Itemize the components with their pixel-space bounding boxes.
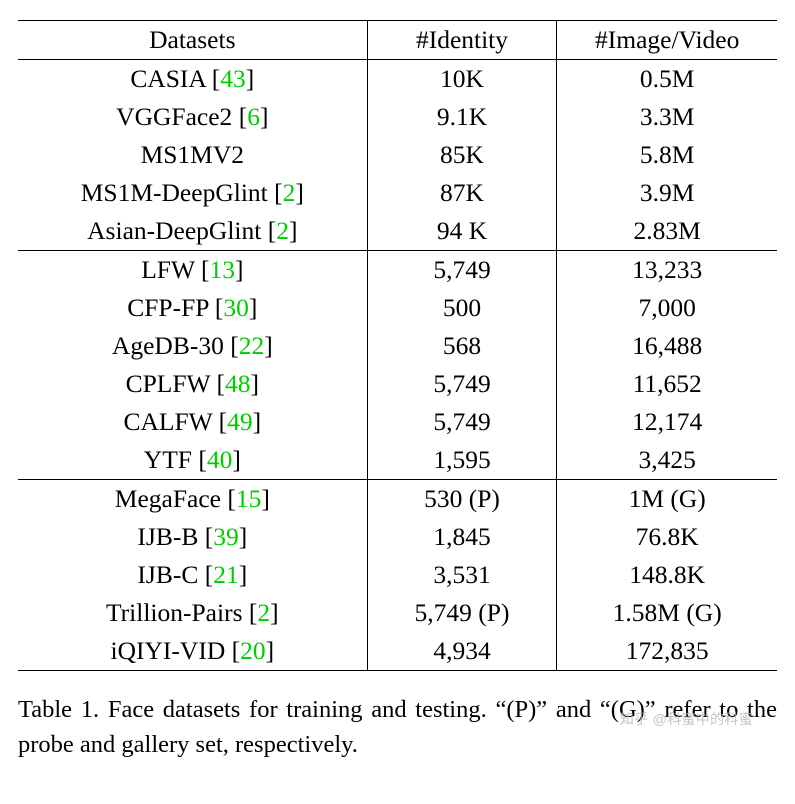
image-video-cell: 3.9M	[557, 174, 777, 212]
image-video-cell: 148.8K	[557, 556, 777, 594]
col-header-datasets: Datasets	[18, 21, 367, 60]
image-video-cell: 11,652	[557, 365, 777, 403]
col-header-image-video: #Image/Video	[557, 21, 777, 60]
image-video-cell: 16,488	[557, 327, 777, 365]
image-video-cell: 0.5M	[557, 60, 777, 99]
dataset-name-cell: MegaFace [15]	[18, 480, 367, 519]
citation-ref: 20	[240, 636, 266, 665]
image-video-cell: 5.8M	[557, 136, 777, 174]
citation-ref: 30	[223, 293, 249, 322]
image-video-cell: 172,835	[557, 632, 777, 671]
dataset-name-cell: Asian-DeepGlint [2]	[18, 212, 367, 251]
dataset-name-cell: iQIYI-VID [20]	[18, 632, 367, 671]
table-header-row: Datasets#Identity#Image/Video	[18, 21, 777, 60]
dataset-name-cell: LFW [13]	[18, 251, 367, 290]
image-video-cell: 3,425	[557, 441, 777, 480]
identity-cell: 568	[367, 327, 557, 365]
identity-cell: 87K	[367, 174, 557, 212]
watermark-text: 知乎 @科蜜中的科蜜	[620, 709, 753, 729]
col-header-identity: #Identity	[367, 21, 557, 60]
identity-cell: 5,749 (P)	[367, 594, 557, 632]
table-row: Asian-DeepGlint [2]94 K2.83M	[18, 212, 777, 251]
citation-ref: 6	[247, 102, 260, 131]
identity-cell: 85K	[367, 136, 557, 174]
image-video-cell: 13,233	[557, 251, 777, 290]
identity-cell: 5,749	[367, 365, 557, 403]
citation-ref: 48	[225, 369, 251, 398]
identity-cell: 5,749	[367, 403, 557, 441]
dataset-name-cell: CASIA [43]	[18, 60, 367, 99]
dataset-name-cell: YTF [40]	[18, 441, 367, 480]
table-row: AgeDB-30 [22]56816,488	[18, 327, 777, 365]
table-row: CALFW [49]5,74912,174	[18, 403, 777, 441]
datasets-table: Datasets#Identity#Image/VideoCASIA [43]1…	[18, 20, 777, 671]
dataset-name-cell: CFP-FP [30]	[18, 289, 367, 327]
image-video-cell: 7,000	[557, 289, 777, 327]
identity-cell: 530 (P)	[367, 480, 557, 519]
citation-ref: 2	[257, 598, 270, 627]
dataset-name-cell: MS1M-DeepGlint [2]	[18, 174, 367, 212]
citation-ref: 43	[220, 64, 246, 93]
dataset-name-cell: AgeDB-30 [22]	[18, 327, 367, 365]
identity-cell: 1,845	[367, 518, 557, 556]
identity-cell: 9.1K	[367, 98, 557, 136]
table-row: YTF [40]1,5953,425	[18, 441, 777, 480]
dataset-name-cell: Trillion-Pairs [2]	[18, 594, 367, 632]
dataset-name-cell: VGGFace2 [6]	[18, 98, 367, 136]
table-row: IJB-C [21]3,531148.8K	[18, 556, 777, 594]
identity-cell: 10K	[367, 60, 557, 99]
image-video-cell: 3.3M	[557, 98, 777, 136]
table-row: iQIYI-VID [20]4,934172,835	[18, 632, 777, 671]
citation-ref: 39	[213, 522, 239, 551]
dataset-name-cell: CALFW [49]	[18, 403, 367, 441]
image-video-cell: 76.8K	[557, 518, 777, 556]
table-row: IJB-B [39]1,84576.8K	[18, 518, 777, 556]
table-row: MegaFace [15]530 (P)1M (G)	[18, 480, 777, 519]
identity-cell: 4,934	[367, 632, 557, 671]
table-row: LFW [13]5,74913,233	[18, 251, 777, 290]
table-row: CPLFW [48]5,74911,652	[18, 365, 777, 403]
identity-cell: 3,531	[367, 556, 557, 594]
table-row: Trillion-Pairs [2]5,749 (P)1.58M (G)	[18, 594, 777, 632]
image-video-cell: 1.58M (G)	[557, 594, 777, 632]
dataset-name-cell: IJB-C [21]	[18, 556, 367, 594]
image-video-cell: 1M (G)	[557, 480, 777, 519]
table-row: CFP-FP [30]5007,000	[18, 289, 777, 327]
citation-ref: 15	[236, 484, 262, 513]
citation-ref: 2	[283, 178, 296, 207]
table-row: MS1MV285K5.8M	[18, 136, 777, 174]
citation-ref: 40	[207, 445, 233, 474]
identity-cell: 1,595	[367, 441, 557, 480]
table-row: CASIA [43]10K0.5M	[18, 60, 777, 99]
dataset-name-cell: CPLFW [48]	[18, 365, 367, 403]
citation-ref: 21	[213, 560, 239, 589]
citation-ref: 13	[209, 255, 235, 284]
dataset-name-cell: IJB-B [39]	[18, 518, 367, 556]
image-video-cell: 2.83M	[557, 212, 777, 251]
citation-ref: 49	[227, 407, 253, 436]
identity-cell: 94 K	[367, 212, 557, 251]
table-row: MS1M-DeepGlint [2]87K3.9M	[18, 174, 777, 212]
identity-cell: 500	[367, 289, 557, 327]
citation-ref: 2	[276, 216, 289, 245]
identity-cell: 5,749	[367, 251, 557, 290]
table-row: VGGFace2 [6]9.1K3.3M	[18, 98, 777, 136]
dataset-name-cell: MS1MV2	[18, 136, 367, 174]
citation-ref: 22	[239, 331, 265, 360]
image-video-cell: 12,174	[557, 403, 777, 441]
